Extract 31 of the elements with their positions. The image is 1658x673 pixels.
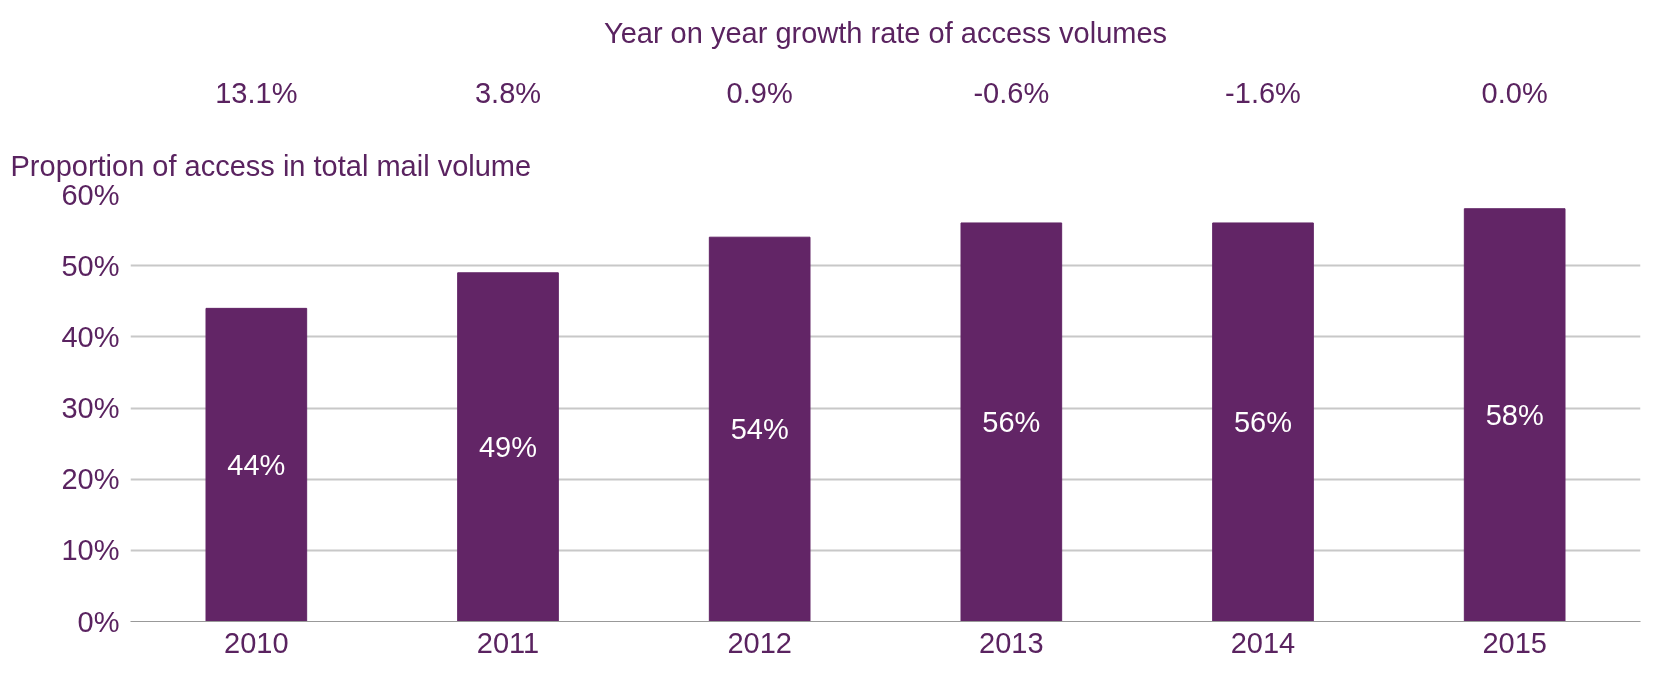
bar xyxy=(708,236,811,622)
x-tick-label: 2011 xyxy=(476,626,540,659)
text: -0.6% xyxy=(973,77,1050,109)
data-label: 56% xyxy=(982,406,1041,439)
y-tick-label: 50% xyxy=(61,249,120,282)
y-tick-label: 10% xyxy=(61,534,120,567)
x-tick-label: 2013 xyxy=(979,626,1044,659)
x-tick-label: 2014 xyxy=(1230,626,1296,659)
x-tick-label: 2012 xyxy=(727,626,792,659)
text: 0.9% xyxy=(726,77,793,109)
text: Year on year growth rate of access volumes xyxy=(603,17,1168,49)
data-label: 56% xyxy=(1233,406,1293,439)
x-tick-label: 2015 xyxy=(1482,626,1547,659)
y-tick-label: 30% xyxy=(61,392,120,424)
data-label: 58% xyxy=(1485,399,1544,432)
bar xyxy=(205,307,308,622)
bar xyxy=(1212,222,1314,622)
text: -1.6% xyxy=(1225,77,1301,109)
text: 0.0% xyxy=(1481,77,1548,109)
data-label: 49% xyxy=(478,431,538,464)
text: 3.8% xyxy=(474,77,542,109)
x-tick-label: 2010 xyxy=(224,626,289,659)
data-label: 44% xyxy=(227,448,286,481)
y-tick-label: 20% xyxy=(61,463,120,496)
bar xyxy=(457,272,559,622)
bar xyxy=(960,222,1063,622)
text: 13.1% xyxy=(215,77,298,109)
y-tick-label: 40% xyxy=(61,320,120,353)
bar xyxy=(1463,208,1566,622)
y-tick-label: 0% xyxy=(77,605,120,638)
data-label: 54% xyxy=(730,413,789,446)
